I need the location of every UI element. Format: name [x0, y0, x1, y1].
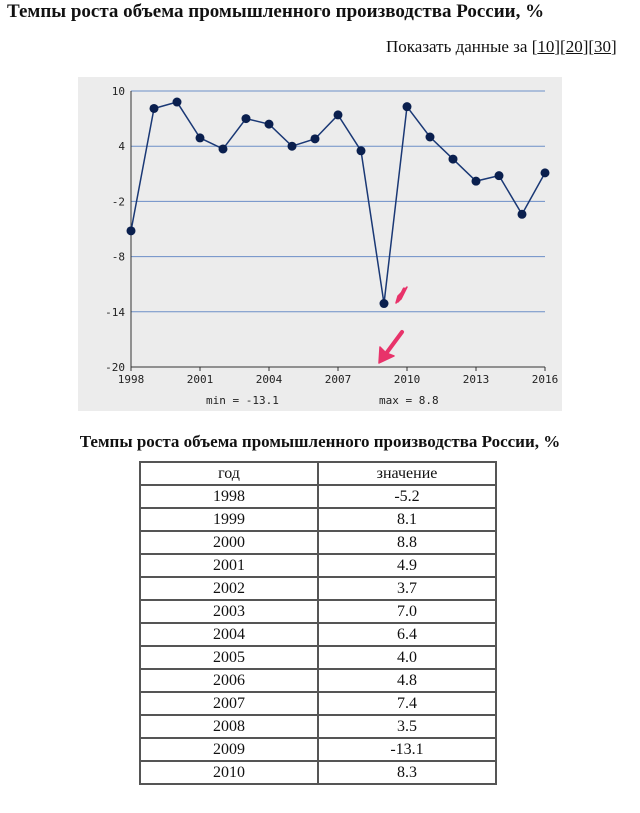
x-tick-label: 1998	[118, 373, 145, 386]
cell-year: 1998	[139, 484, 319, 509]
table-row: 2007 7.4	[139, 691, 497, 716]
y-tick-label: -20	[105, 361, 125, 374]
cell-year: 2003	[139, 599, 319, 624]
cell-year: 2007	[139, 691, 319, 716]
cell-value: 7.0	[317, 599, 497, 624]
column-header-value: значение	[317, 461, 497, 486]
cell-value: 3.5	[317, 714, 497, 739]
cell-value: -5.2	[317, 484, 497, 509]
data-point	[264, 119, 274, 129]
cell-year: 2001	[139, 553, 319, 578]
data-point	[402, 102, 412, 112]
series-line	[130, 101, 546, 304]
x-tick-label: 2004	[256, 373, 283, 386]
table-row: 2000 8.8	[139, 530, 497, 555]
data-point	[172, 97, 182, 107]
x-tick-label: 2013	[463, 373, 490, 386]
data-table: год значение 1998 -5.2 1999 8.1 2000 8.8 2001 4…	[139, 461, 497, 785]
table-row: 2010 8.3	[139, 760, 497, 785]
page-title: Темпы роста объема промышленного произво…	[7, 1, 545, 22]
min-label: min = -13.1	[206, 394, 279, 407]
data-point	[241, 114, 251, 124]
max-label: max = 8.8	[379, 394, 439, 407]
data-point	[333, 110, 343, 120]
cell-value: 8.3	[317, 760, 497, 785]
x-tick-label: 2016	[532, 373, 559, 386]
period-link-30[interactable]: 30	[594, 37, 612, 56]
table-row: 2006 4.8	[139, 668, 497, 693]
table-row: 2003 7.0	[139, 599, 497, 624]
data-point	[310, 134, 320, 144]
data-point	[287, 141, 297, 151]
annotation-arrow-small-shaft	[396, 287, 406, 303]
show-data-label: Показать данные за	[386, 37, 528, 56]
x-tick-label: 2001	[187, 373, 214, 386]
annotation-arrow-large-head	[378, 346, 395, 364]
cell-value: 8.1	[317, 507, 497, 532]
data-point	[379, 299, 389, 309]
data-point	[471, 176, 481, 186]
x-tick-label: 2010	[394, 373, 421, 386]
cell-value: 4.0	[317, 645, 497, 670]
data-point	[425, 132, 435, 142]
y-tick-label: -8	[112, 251, 125, 264]
table-title: Темпы роста объема промышленного произво…	[79, 432, 561, 451]
table-row: 2004 6.4	[139, 622, 497, 647]
table-row: 1999 8.1	[139, 507, 497, 532]
table-row: 2008 3.5	[139, 714, 497, 739]
cell-value: 8.8	[317, 530, 497, 555]
table-row: 2002 3.7	[139, 576, 497, 601]
data-point	[218, 144, 228, 154]
cell-value: 4.9	[317, 553, 497, 578]
table-row: 2005 4.0	[139, 645, 497, 670]
x-tick-label: 2007	[325, 373, 352, 386]
cell-year: 2006	[139, 668, 319, 693]
cell-value: 6.4	[317, 622, 497, 647]
cell-year: 2004	[139, 622, 319, 647]
cell-year: 2009	[139, 737, 319, 762]
cell-value: 3.7	[317, 576, 497, 601]
data-point	[540, 168, 550, 178]
y-tick-label: -2	[112, 195, 125, 208]
cell-year: 2000	[139, 530, 319, 555]
table-row: 2001 4.9	[139, 553, 497, 578]
data-point	[356, 146, 366, 156]
data-point	[149, 103, 159, 113]
cell-year: 2008	[139, 714, 319, 739]
y-tick-label: 4	[118, 140, 125, 153]
cell-year: 2002	[139, 576, 319, 601]
cell-year: 1999	[139, 507, 319, 532]
cell-year: 2010	[139, 760, 319, 785]
cell-year: 2005	[139, 645, 319, 670]
table-header-row: год значение	[139, 461, 497, 486]
data-point	[195, 133, 205, 143]
cell-value: 7.4	[317, 691, 497, 716]
table-row: 2009 -13.1	[139, 737, 497, 762]
data-point	[494, 171, 504, 181]
data-point	[517, 209, 527, 219]
cell-value: 4.8	[317, 668, 497, 693]
period-link-10[interactable]: 10	[537, 37, 555, 56]
table-row: 1998 -5.2	[139, 484, 497, 509]
chart-panel: 10 4 -2 -8 -14 -20 1998 2001 2004 2007 2010 2013 201…	[78, 77, 562, 411]
annotation-arrow-large-shaft	[383, 330, 404, 357]
data-point	[448, 154, 458, 164]
column-header-year: год	[139, 461, 319, 486]
y-tick-label: -14	[105, 306, 125, 319]
show-data-control: Показать данные за [10][20][30]	[386, 37, 617, 56]
cell-value: -13.1	[317, 737, 497, 762]
y-tick-label: 10	[112, 85, 125, 98]
data-point	[126, 226, 136, 236]
period-link-20[interactable]: 20	[565, 37, 583, 56]
